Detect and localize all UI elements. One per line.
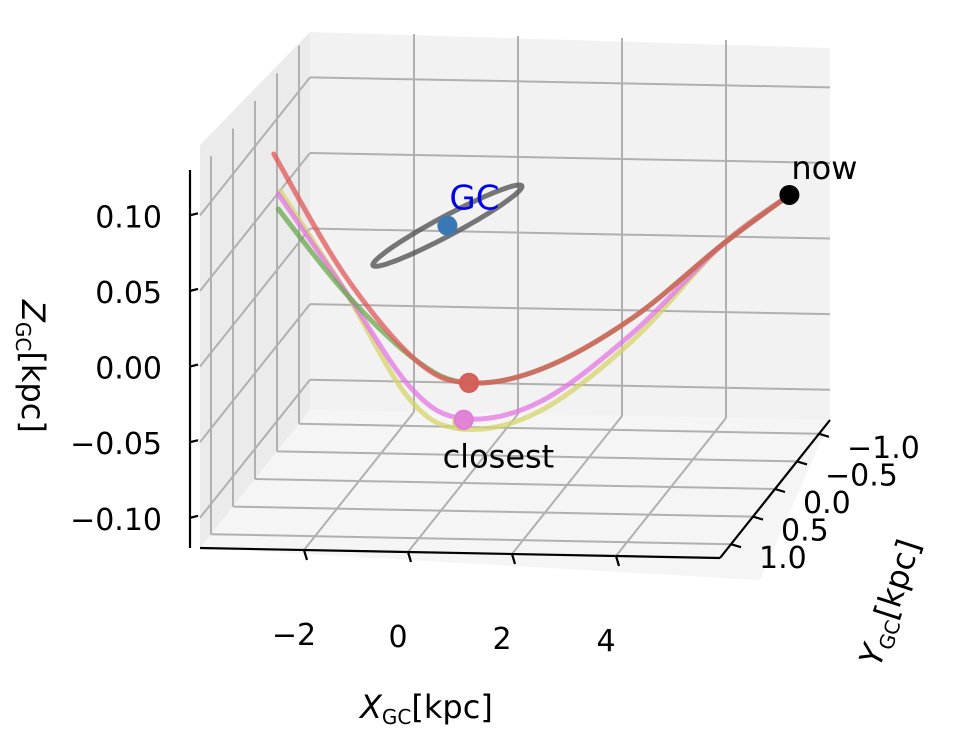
gridline-z-back-2 <box>309 227 831 240</box>
gridline-z-left-4 <box>199 379 311 519</box>
gridline-z-back-1 <box>309 151 831 164</box>
z-tick-label: 0.10 <box>95 200 162 235</box>
annotation-marker-1 <box>779 184 800 205</box>
z-tick-mark-3 <box>189 439 199 444</box>
gridline-z-back-3 <box>309 303 831 316</box>
gridline-y-floor-4 <box>210 533 732 546</box>
gridline-y-floor-2 <box>254 478 776 490</box>
y-tick-label: −1.0 <box>847 431 920 466</box>
gridline-z-left-0 <box>199 76 311 216</box>
x-tick-mark-0 <box>302 549 309 561</box>
z-tick-label: 0.00 <box>95 352 162 387</box>
closest-marker-1 <box>459 372 479 393</box>
annotation-label: GC <box>449 179 499 219</box>
x-tick-label: 2 <box>492 622 511 657</box>
annotation-marker-0 <box>437 215 458 236</box>
gridlines <box>199 34 831 557</box>
closest-marker-3 <box>453 409 474 430</box>
x-tick-mark-1 <box>406 551 413 563</box>
orbit-ellipse <box>370 182 525 269</box>
y-tick-label: 0.5 <box>781 514 829 549</box>
x-axis-line <box>199 546 721 560</box>
gridline-y-floor-3 <box>232 505 754 518</box>
gridline-y-floor-0 <box>298 422 820 435</box>
annotation-label: closest <box>443 437 555 475</box>
axes <box>188 170 831 567</box>
gridline-z-back-0 <box>309 76 831 89</box>
y-tick-mark-0 <box>818 432 830 438</box>
x-tick-mark-2 <box>510 553 517 565</box>
y-tick-mark-4 <box>730 543 742 549</box>
orbit-ellipse-path <box>370 182 525 269</box>
y-tick-label: −0.5 <box>825 458 898 493</box>
back-pane <box>310 32 830 420</box>
z-tick-label: −0.05 <box>70 427 162 462</box>
x-axis-label: XGC[kpc] <box>358 688 493 729</box>
gridline-y-floor-1 <box>276 450 798 463</box>
x-tick-label: 4 <box>596 624 615 659</box>
y-tick-label: 1.0 <box>759 541 807 576</box>
y-axis-label: YGC[kpc] <box>851 535 930 672</box>
annotations: GC now closest <box>437 149 857 475</box>
markers <box>452 372 479 432</box>
gridline-z-left-1 <box>199 152 311 292</box>
z-tick-label: 0.05 <box>95 276 162 311</box>
annotation-label: now <box>791 149 857 187</box>
x-tick-label: 0 <box>388 620 407 655</box>
z-tick-mark-0 <box>189 212 199 217</box>
z-tick-mark-4 <box>189 514 199 519</box>
x-tick-label: −2 <box>272 618 316 653</box>
z-tick-mark-1 <box>189 287 199 293</box>
tick-labels: −2 0 2 4 −1.0−0.50.00.51.0 0.10 0.05 0.00 −0.05 −… <box>70 200 920 659</box>
z-tick-label: −0.10 <box>70 503 162 538</box>
gridline-z-left-3 <box>199 303 311 443</box>
z-tick-mark-2 <box>189 363 199 368</box>
series-lines <box>271 151 792 432</box>
gridline-z-left-2 <box>199 227 311 368</box>
y-tick-mark-2 <box>774 487 786 494</box>
x-tick-mark-3 <box>614 555 621 567</box>
series-line-3 <box>271 151 792 386</box>
y-tick-label: 0.0 <box>803 486 851 521</box>
y-tick-mark-1 <box>796 460 808 466</box>
y-tick-mark-3 <box>752 515 764 521</box>
z-axis-label: ZGC[kpc] <box>11 299 52 433</box>
